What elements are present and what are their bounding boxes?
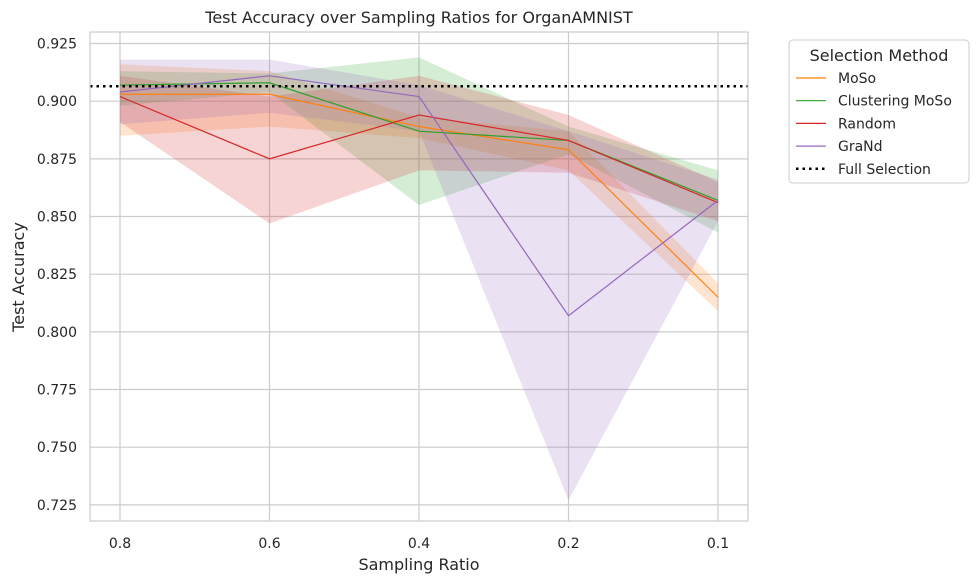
y-tick-label: 0.825 — [37, 267, 77, 283]
series-lines — [119, 75, 719, 317]
series-line — [119, 82, 719, 201]
legend-label: Random — [838, 116, 896, 132]
confidence-band — [120, 75, 718, 224]
legend-box — [788, 39, 970, 184]
confidence-band — [120, 57, 718, 233]
x-axis-label: Sampling Ratio — [358, 555, 479, 574]
series-line — [119, 75, 719, 317]
plot-frame — [89, 31, 749, 522]
legend-label: GraNd — [838, 139, 883, 155]
legend-label: Full Selection — [838, 162, 931, 178]
legend-title: Selection Method — [810, 46, 949, 65]
legend-item: MoSo — [796, 71, 876, 87]
x-gridlines — [119, 32, 719, 521]
x-tick-label: 0.1 — [707, 536, 729, 552]
series-line — [120, 93, 719, 298]
y-tick-label: 0.875 — [37, 152, 77, 168]
x-tick-label: 0.2 — [557, 536, 579, 552]
confidence-bands — [120, 57, 718, 501]
y-tick-labels: 0.725 0.750 0.775 0.800 0.825 0.850 0.875 0.900… — [37, 37, 77, 514]
confidence-band — [120, 64, 718, 312]
plot-border — [89, 31, 749, 522]
y-tick-label: 0.725 — [37, 498, 77, 514]
chart-title: Test Accuracy over Sampling Ratios for O… — [204, 8, 633, 27]
legend-item: Random — [796, 116, 896, 132]
x-tick-label: 0.4 — [408, 536, 430, 552]
x-tick-label: 0.6 — [258, 536, 280, 552]
legend-label: MoSo — [838, 71, 876, 87]
legend: Selection Method MoSo Clustering MoSo Rand… — [788, 39, 970, 184]
legend-items: MoSo Clustering MoSo Random GraNd Full Selec… — [796, 71, 952, 178]
y-tick-label: 0.900 — [37, 94, 77, 110]
y-tick-label: 0.775 — [37, 383, 77, 399]
y-gridlines — [90, 42, 748, 506]
legend-item: GraNd — [796, 139, 883, 155]
legend-label: Clustering MoSo — [838, 94, 952, 110]
y-tick-label: 0.750 — [37, 440, 77, 456]
x-tick-label: 0.8 — [109, 536, 131, 552]
x-tick-labels: 0.8 0.6 0.4 0.2 0.1 — [109, 536, 729, 552]
y-tick-label: 0.800 — [37, 325, 77, 341]
legend-item: Full Selection — [796, 162, 931, 178]
y-tick-label: 0.850 — [37, 210, 77, 226]
legend-item: Clustering MoSo — [796, 94, 952, 110]
y-tick-label: 0.925 — [37, 37, 77, 53]
series-line — [119, 96, 719, 204]
confidence-band — [120, 59, 718, 501]
y-axis-label: Test Accuracy — [9, 222, 28, 333]
